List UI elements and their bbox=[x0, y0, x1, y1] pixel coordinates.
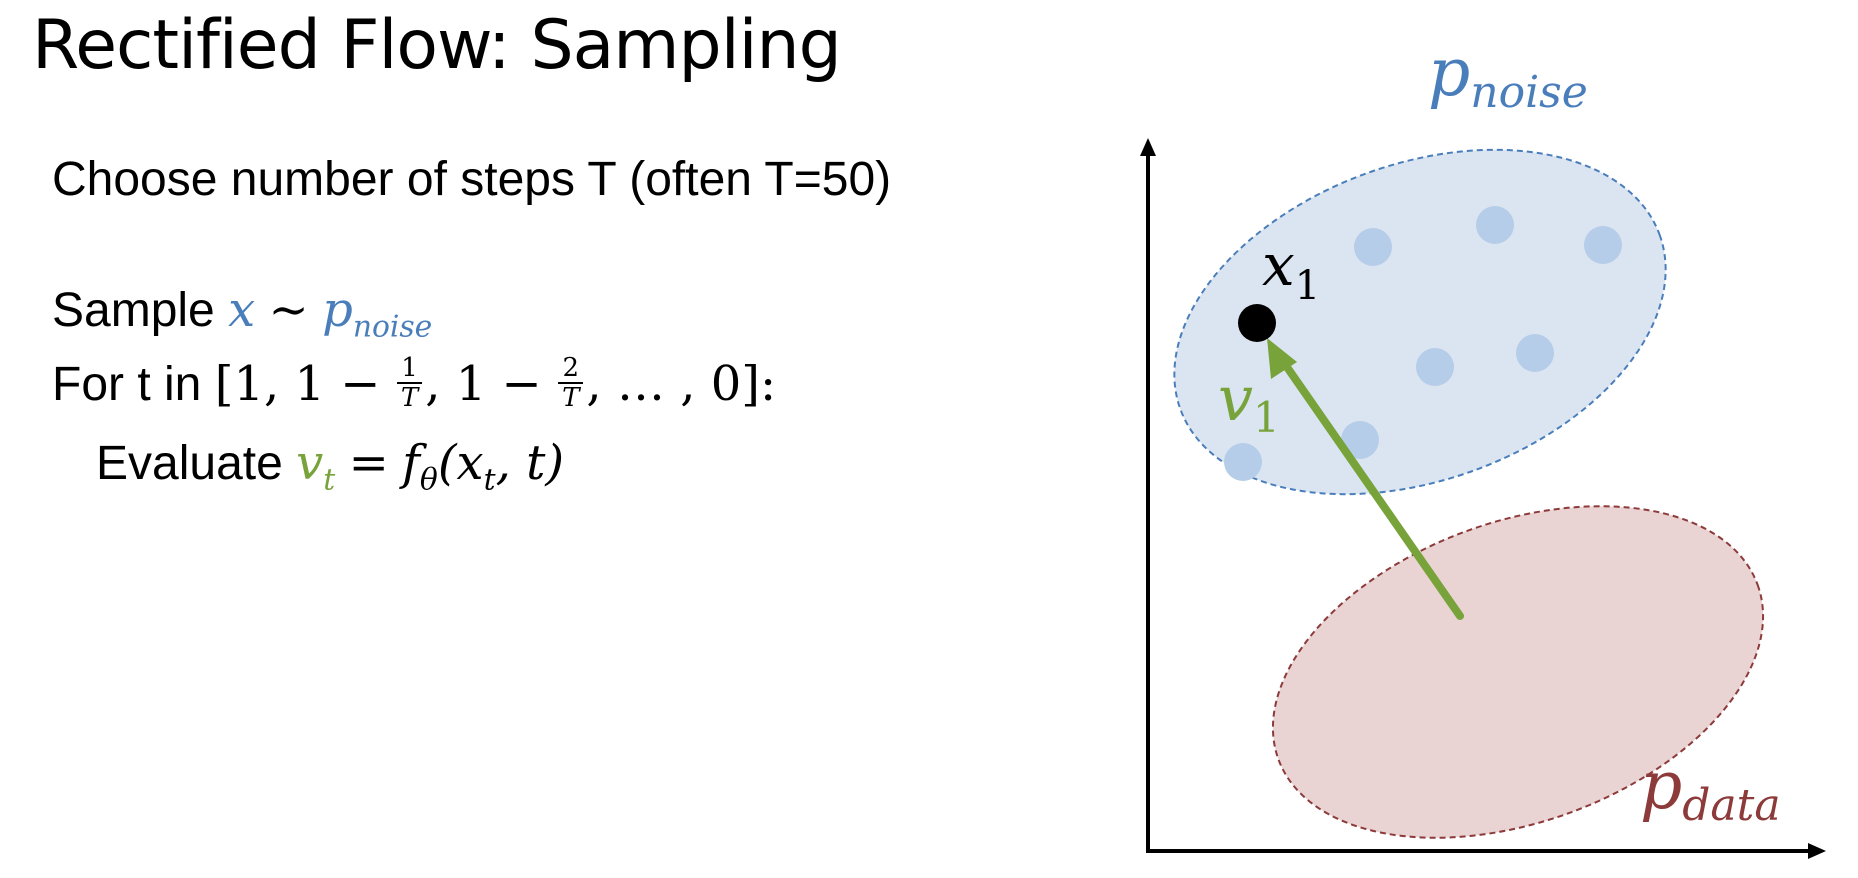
noise-distribution-ellipse bbox=[1173, 148, 1667, 496]
sample-p-sub: noise bbox=[352, 309, 433, 345]
v1-label: v1 bbox=[1218, 362, 1280, 442]
x1-point-icon bbox=[1238, 304, 1276, 342]
x-axis-arrowhead-icon bbox=[1808, 843, 1826, 859]
x1-label: x1 bbox=[1262, 231, 1320, 309]
sample-p-noise: pnoise bbox=[322, 282, 432, 344]
noise-sample-dot bbox=[1516, 334, 1554, 372]
eval-rest: , t) bbox=[495, 435, 565, 491]
noise-sample-dot bbox=[1584, 226, 1622, 264]
evaluate-line: Evaluate vt = fθ(xt, t) bbox=[96, 435, 564, 497]
noise-sample-dot bbox=[1416, 348, 1454, 386]
p-noise-label: pnoise bbox=[1428, 34, 1588, 118]
velocity-arrow bbox=[1276, 353, 1464, 620]
y-axis-arrowhead-icon bbox=[1140, 138, 1156, 156]
for-range-open: [1, 1 − bbox=[214, 356, 381, 412]
eval-x-sub: t bbox=[483, 462, 496, 498]
eval-f-sub: θ bbox=[419, 462, 438, 498]
for-range-mid: , 1 − bbox=[425, 356, 542, 412]
for-range-close: , … , 0]: bbox=[586, 356, 777, 412]
steps-line: Choose number of steps T (often T=50) bbox=[52, 153, 892, 206]
sample-line: Sample x ∼ pnoise bbox=[52, 282, 432, 344]
noise-sample-dot bbox=[1224, 443, 1262, 481]
noise-sample-dot bbox=[1354, 228, 1392, 266]
fraction-2-over-T: 2 T bbox=[558, 354, 584, 414]
eval-word: Evaluate bbox=[96, 437, 283, 490]
frac1-den: T bbox=[400, 383, 419, 414]
frac2-num: 2 bbox=[558, 354, 584, 385]
p-data-label: pdata bbox=[1640, 747, 1781, 831]
eval-eq: = bbox=[348, 435, 389, 491]
eval-f: f bbox=[402, 435, 420, 491]
sample-tilde: ∼ bbox=[268, 282, 309, 338]
frac2-den: T bbox=[562, 383, 580, 414]
frac1-num: 1 bbox=[396, 354, 423, 385]
eval-args: (xt, t) bbox=[437, 435, 565, 497]
for-line: For t in [1, 1 − 1 T , 1 − 2 T , … , 0]: bbox=[52, 354, 777, 417]
eval-v: v bbox=[296, 435, 324, 491]
for-word: For t in bbox=[52, 358, 202, 411]
eval-v-t: vt bbox=[296, 435, 335, 497]
velocity-arrowhead-icon bbox=[1267, 338, 1297, 379]
eval-paren-open: (x bbox=[437, 435, 484, 491]
sample-word: Sample bbox=[52, 284, 215, 337]
data-distribution-ellipse bbox=[1271, 505, 1765, 839]
slide-title: Rectified Flow: Sampling bbox=[32, 6, 842, 85]
sample-x: x bbox=[228, 282, 256, 338]
fraction-1-over-T: 1 T bbox=[396, 354, 423, 414]
eval-v-sub: t bbox=[323, 462, 336, 498]
noise-sample-dot bbox=[1341, 421, 1379, 459]
sample-p: p bbox=[322, 282, 353, 338]
eval-f-theta: fθ bbox=[402, 435, 438, 497]
noise-sample-dot bbox=[1476, 206, 1514, 244]
